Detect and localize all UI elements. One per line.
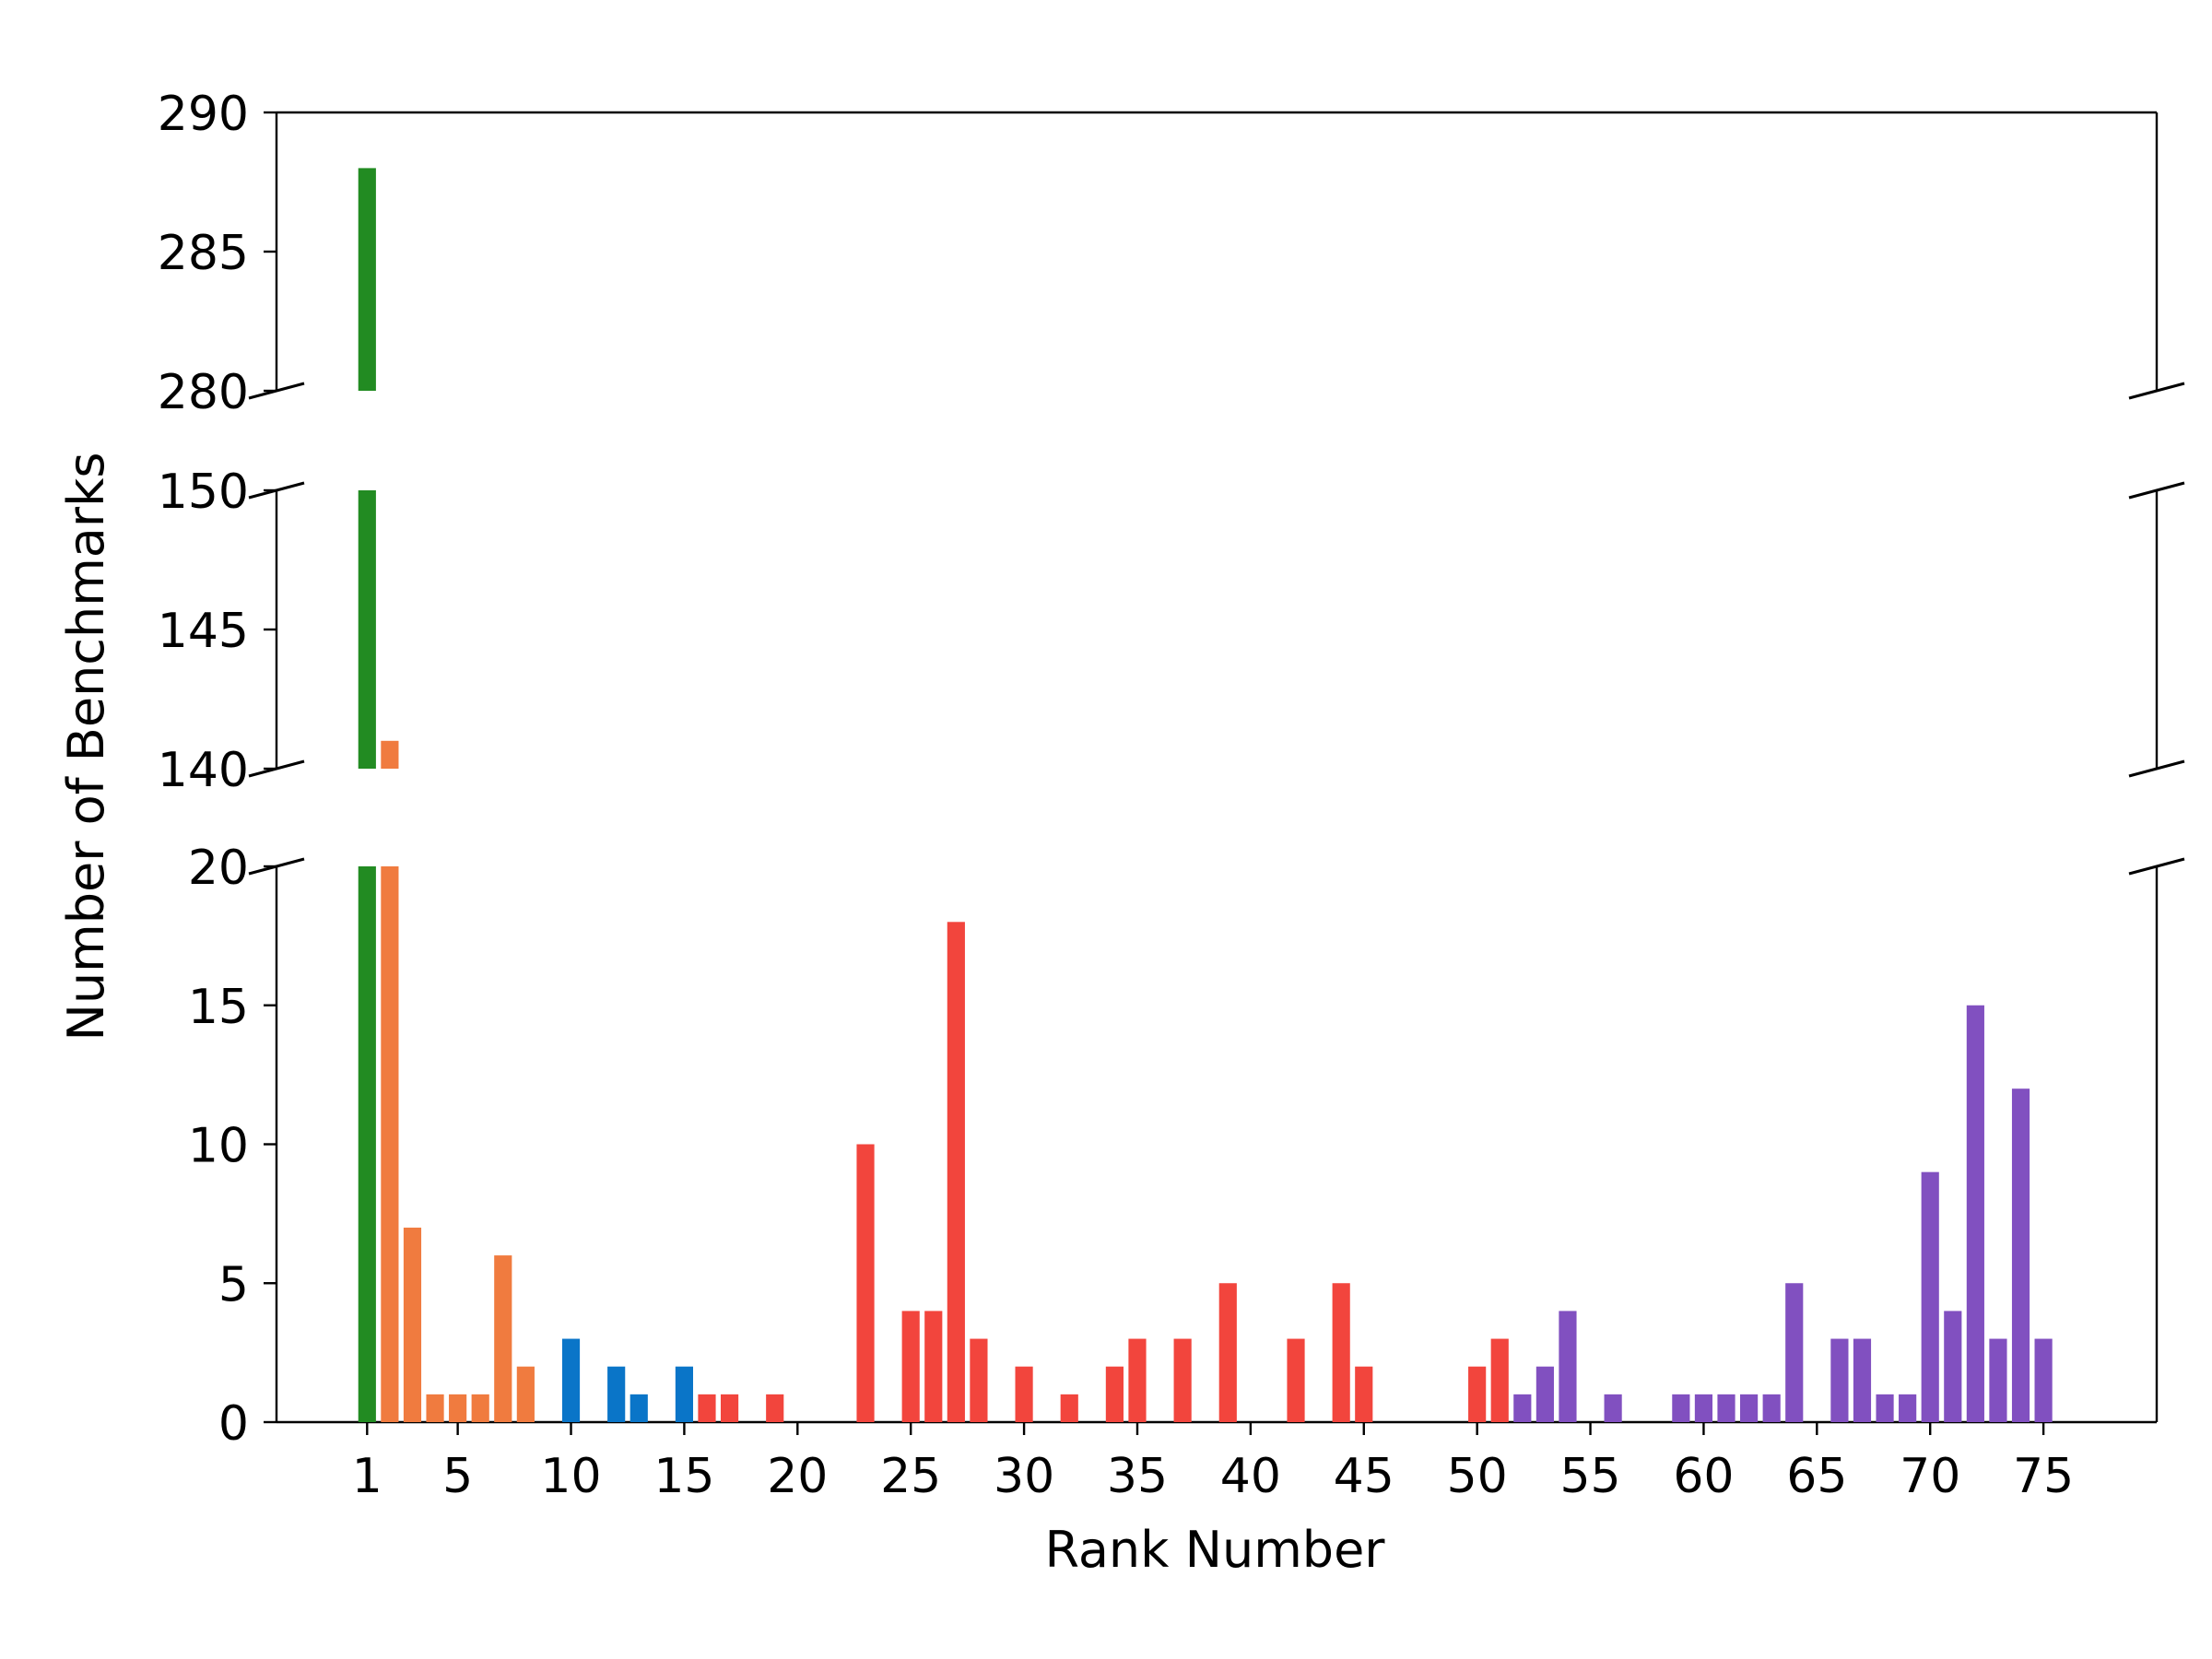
axis-break-mark: [2128, 759, 2185, 778]
x-tick-label: 70: [1900, 1449, 1960, 1504]
bar-rank-59: [1672, 1394, 1690, 1422]
bar-rank-37: [1173, 1338, 1192, 1422]
x-tick-label: 5: [442, 1449, 473, 1504]
bar-rank-32: [1060, 1394, 1078, 1422]
y-tick-label: 280: [158, 365, 249, 420]
bar-rank-23: [856, 1144, 875, 1422]
bar-rank-2: [381, 740, 399, 769]
bar-rank-16: [698, 1394, 716, 1422]
bar-rank-50: [1468, 1366, 1487, 1422]
chart-panels: 280 285 290 140 145 150 0 5 10 15 20: [158, 87, 2159, 1452]
bar-rank-42: [1287, 1338, 1305, 1422]
bar-rank-45: [1355, 1366, 1373, 1422]
x-tick-label: 40: [1220, 1449, 1281, 1504]
bar-rank-7: [494, 1255, 512, 1422]
y-tick-label: 0: [218, 1396, 249, 1452]
x-axis-ticks: 1 5 10 15 20 25 30 35 40 45 50 55 60 65 70 75: [352, 1422, 2074, 1504]
y-tick-label: 20: [188, 841, 249, 896]
y-tick-label: 285: [158, 226, 249, 281]
x-tick-label: 15: [653, 1449, 714, 1504]
y-tick-label: 150: [158, 465, 249, 520]
bar-rank-72: [1966, 1005, 1984, 1422]
x-tick-label: 65: [1786, 1449, 1847, 1504]
y-tick-label: 290: [158, 87, 249, 142]
bar-rank-6: [471, 1394, 489, 1422]
bar-rank-1: [358, 866, 376, 1422]
x-tick-label: 45: [1334, 1449, 1394, 1504]
bar-rank-68: [1876, 1394, 1894, 1422]
bar-rank-2: [381, 866, 399, 1422]
y-axis-label: Number of Benchmarks: [57, 452, 115, 1041]
bar-rank-26: [924, 1311, 943, 1422]
bar-rank-30: [1015, 1366, 1033, 1422]
bar-rank-27: [947, 922, 965, 1422]
axis-break-mark: [248, 759, 305, 778]
x-tick-label: 60: [1673, 1449, 1734, 1504]
axis-break-mark: [248, 382, 305, 400]
bar-rank-8: [516, 1366, 535, 1422]
y-tick-label: 145: [158, 604, 249, 659]
x-tick-label: 50: [1447, 1449, 1508, 1504]
bar-rank-54: [1559, 1311, 1577, 1422]
bar-rank-67: [1853, 1338, 1872, 1422]
y-tick-label: 5: [218, 1257, 249, 1312]
bar-rank-51: [1490, 1338, 1509, 1422]
bar-rank-13: [629, 1394, 648, 1422]
bar-rank-61: [1717, 1394, 1735, 1422]
bar-rank-52: [1513, 1394, 1532, 1422]
chart-bars: [358, 168, 2053, 1422]
axis-break-mark: [2128, 857, 2185, 876]
x-axis-label: Rank Number: [1044, 1521, 1385, 1579]
y-tick-label: 15: [188, 980, 249, 1035]
x-tick-label: 10: [540, 1449, 601, 1504]
axis-break-mark: [2128, 481, 2185, 500]
bar-rank-3: [403, 1227, 422, 1422]
bar-rank-5: [449, 1394, 467, 1422]
bar-rank-28: [970, 1338, 988, 1422]
bar-rank-64: [1785, 1283, 1804, 1422]
axis-break-marks: [248, 382, 2185, 876]
axis-break-mark: [248, 857, 305, 876]
bar-rank-1: [358, 168, 376, 391]
bar-rank-66: [1830, 1338, 1849, 1422]
bar-rank-56: [1604, 1394, 1622, 1422]
bar-rank-17: [720, 1394, 739, 1422]
bar-rank-19: [766, 1394, 784, 1422]
bar-rank-1: [358, 490, 376, 769]
x-tick-label: 1: [352, 1449, 382, 1504]
bar-rank-44: [1332, 1283, 1350, 1422]
bar-rank-63: [1762, 1394, 1781, 1422]
bar-rank-62: [1740, 1394, 1759, 1422]
bar-rank-75: [2034, 1338, 2053, 1422]
x-tick-label: 55: [1559, 1449, 1620, 1504]
x-tick-label: 30: [994, 1449, 1054, 1504]
x-tick-label: 75: [2013, 1449, 2074, 1504]
bar-rank-53: [1535, 1366, 1554, 1422]
axis-break-mark: [248, 481, 305, 500]
bar-rank-25: [901, 1311, 920, 1422]
bar-rank-15: [675, 1366, 693, 1422]
bar-rank-71: [1944, 1311, 1962, 1422]
bar-rank-12: [607, 1366, 626, 1422]
x-tick-label: 25: [880, 1449, 941, 1504]
bar-rank-74: [2011, 1088, 2030, 1422]
bar-rank-60: [1694, 1394, 1713, 1422]
bar-rank-39: [1218, 1283, 1237, 1422]
bar-rank-34: [1105, 1366, 1124, 1422]
bar-rank-70: [1921, 1171, 1939, 1422]
axis-break-mark: [2128, 382, 2185, 400]
x-tick-label: 20: [767, 1449, 828, 1504]
y-tick-label: 10: [188, 1119, 249, 1174]
x-tick-label: 35: [1107, 1449, 1168, 1504]
y-tick-label: 140: [158, 743, 249, 798]
bar-rank-69: [1899, 1394, 1917, 1422]
bar-rank-73: [1989, 1338, 2007, 1422]
bar-rank-35: [1128, 1338, 1147, 1422]
bar-rank-4: [426, 1394, 444, 1422]
bar-rank-10: [561, 1338, 581, 1422]
